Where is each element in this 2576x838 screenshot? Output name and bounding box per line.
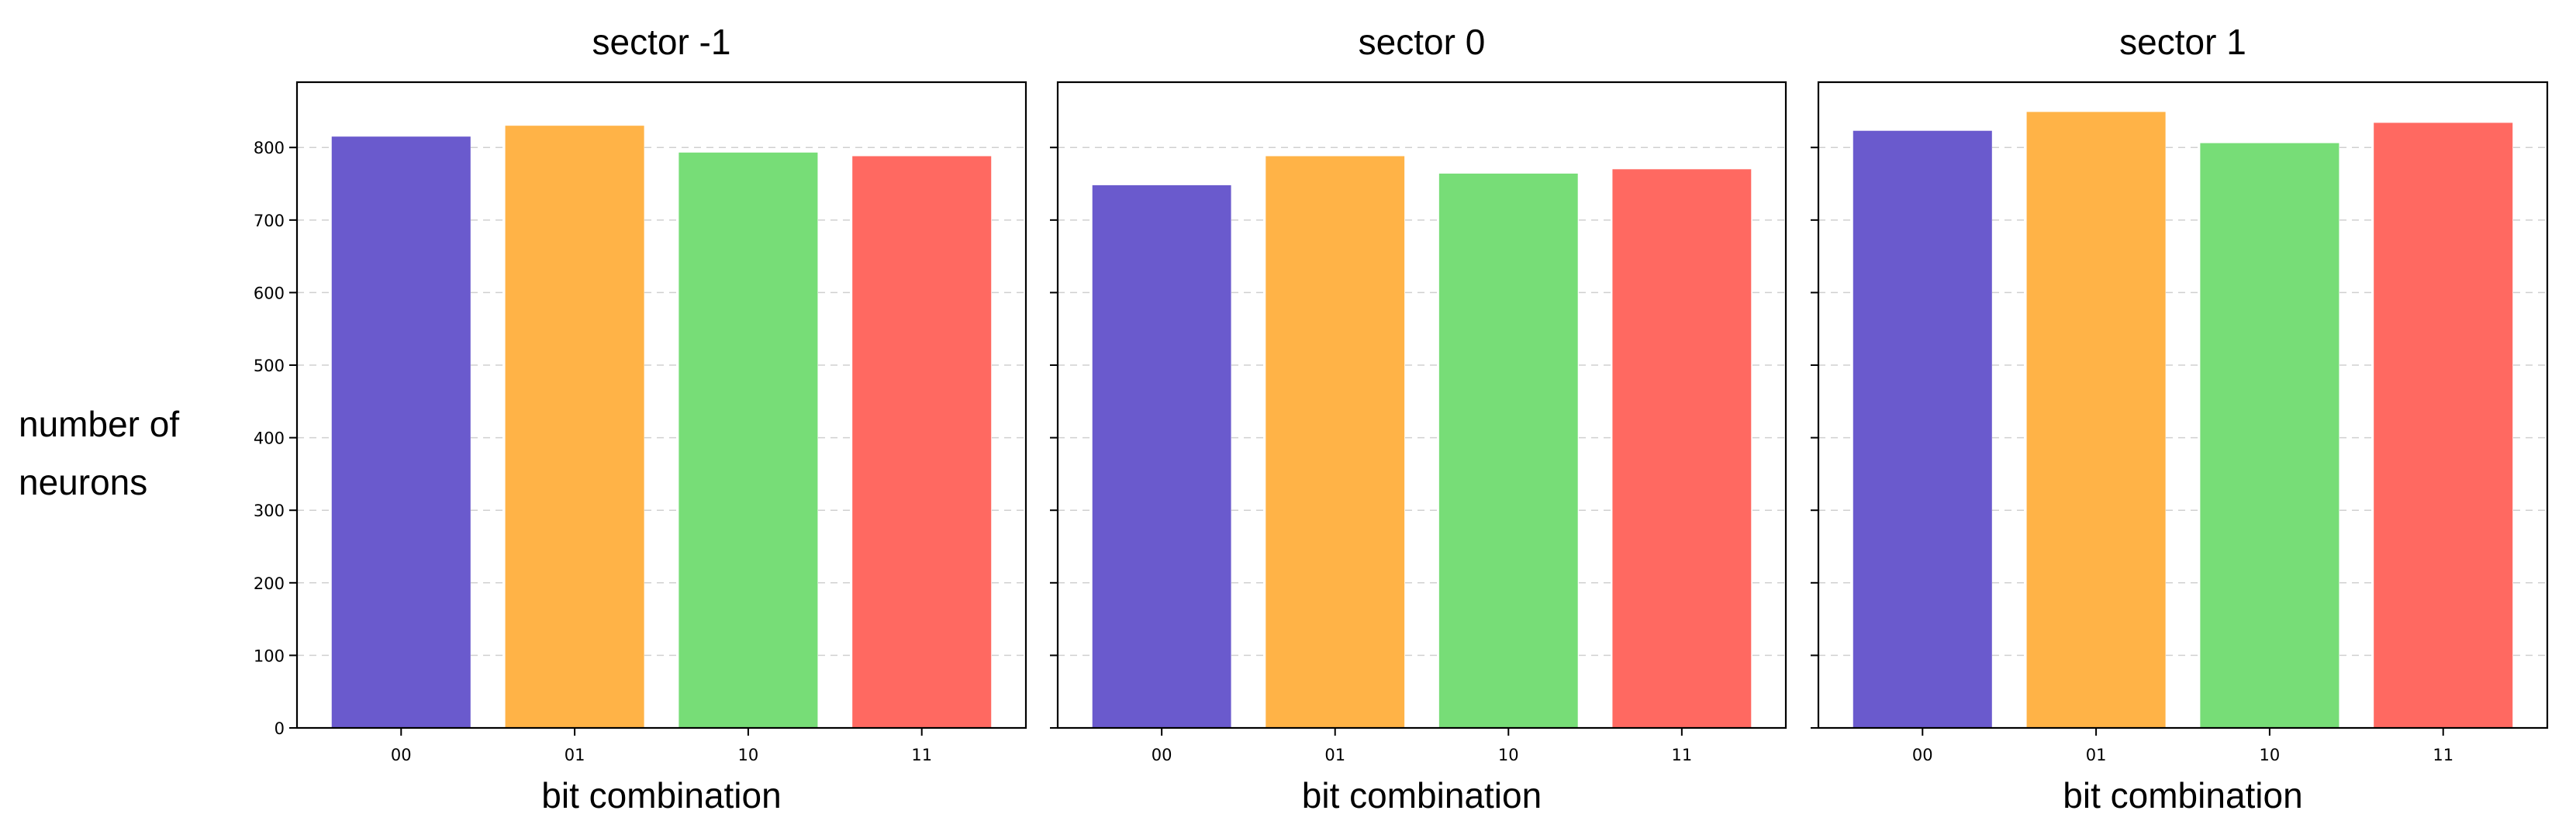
x-tick-label: 00	[1152, 746, 1172, 764]
y-tick-label: 500	[254, 357, 285, 375]
y-tick-label: 200	[254, 574, 285, 593]
axes-frame	[1817, 81, 2549, 729]
bar-00	[1853, 130, 1992, 728]
bar-11	[1612, 169, 1752, 729]
bar-10	[679, 152, 818, 728]
subplot-2: 00 01 10 11 sector 0 bit combination	[1050, 22, 1787, 816]
bar-10	[2200, 143, 2339, 728]
chart-title: sector 0	[1359, 22, 1486, 62]
x-tick-label: 01	[1324, 746, 1345, 764]
y-tick-label: 300	[254, 502, 285, 520]
x-tick-label: 11	[1671, 746, 1692, 764]
bar-11	[2374, 122, 2513, 729]
y-tick-label: 700	[254, 212, 285, 230]
axes-frame	[1056, 81, 1787, 729]
bar-11	[852, 156, 992, 729]
x-tick-label: 01	[565, 746, 585, 764]
subplot-1: 0 100 200 300 400 500 600 700 800 00 01 10 11 sector …	[254, 22, 1027, 816]
axes-frame	[295, 81, 1027, 729]
chart-title: sector 1	[2119, 22, 2246, 62]
x-tick-label: 00	[1912, 746, 1933, 764]
x-axis-label: bit combination	[2063, 775, 2302, 816]
y-tick-label: 400	[254, 429, 285, 448]
x-tick-label: 01	[2086, 746, 2107, 764]
x-tick-label: 10	[2260, 746, 2281, 764]
y-axis-label: number of neurons	[19, 404, 179, 502]
subplot-3: 00 01 10 11 sector 1 bit combination	[1811, 22, 2549, 816]
y-tick-label: 600	[254, 284, 285, 302]
bar-00	[1092, 184, 1231, 728]
x-tick-label: 11	[911, 746, 932, 764]
bar-10	[1438, 173, 1578, 728]
x-tick-label: 00	[391, 746, 412, 764]
x-tick-label: 11	[2433, 746, 2453, 764]
x-tick-label: 10	[738, 746, 759, 764]
bar-01	[2026, 112, 2166, 729]
x-axis-label: bit combination	[541, 775, 781, 816]
bar-00	[331, 136, 471, 728]
chart-title: sector -1	[592, 22, 731, 62]
x-axis-label: bit combination	[1302, 775, 1542, 816]
y-tick-label: 0	[275, 719, 285, 738]
bar-01	[1266, 156, 1405, 729]
bar-01	[505, 126, 644, 729]
y-tick-label: 800	[254, 139, 285, 157]
y-tick-label: 100	[254, 647, 285, 665]
x-tick-label: 10	[1498, 746, 1519, 764]
